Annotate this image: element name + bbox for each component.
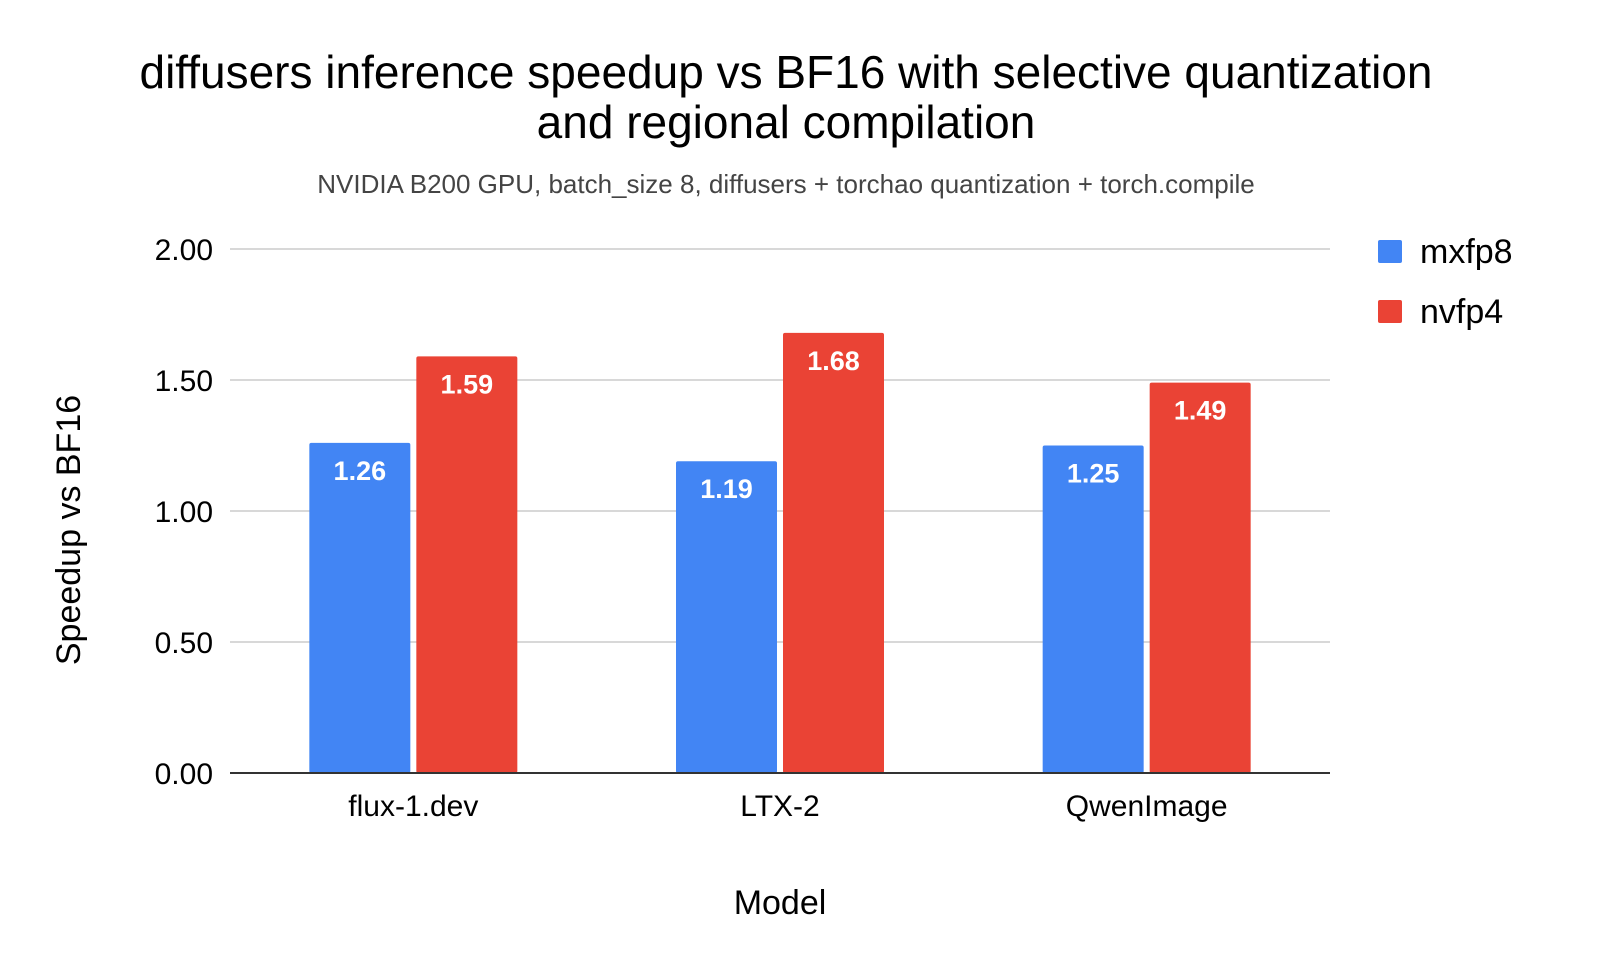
y-tick-label: 1.50 bbox=[155, 365, 213, 398]
y-axis-label: Speedup vs BF16 bbox=[50, 395, 88, 665]
chart-subtitle: NVIDIA B200 GPU, batch_size 8, diffusers… bbox=[317, 169, 1254, 199]
bar-mxfp8-LTX-2 bbox=[676, 461, 777, 773]
bar-nvfp4-LTX-2 bbox=[783, 332, 884, 773]
legend-swatch-mxfp8 bbox=[1378, 240, 1402, 263]
data-label: 1.19 bbox=[700, 474, 753, 504]
bar-mxfp8-flux-1.dev bbox=[309, 442, 411, 773]
y-axis-ticks: 0.00 0.50 1.00 1.50 2.00 bbox=[155, 234, 213, 791]
chart-title-line-1: diffusers inference speedup vs BF16 with… bbox=[139, 46, 1432, 98]
gridlines bbox=[230, 248, 1330, 643]
chart-title-line-2: and regional compilation bbox=[537, 96, 1036, 148]
y-tick-label: 2.00 bbox=[155, 234, 213, 267]
y-tick-label: 0.50 bbox=[155, 627, 213, 660]
data-label: 1.59 bbox=[441, 369, 494, 399]
y-tick-label: 0.00 bbox=[155, 758, 213, 791]
data-label: 1.25 bbox=[1067, 459, 1120, 489]
legend-swatch-nvfp4 bbox=[1378, 300, 1402, 323]
bar-nvfp4-flux-1.dev bbox=[416, 356, 518, 773]
bar-nvfp4-QwenImage bbox=[1149, 382, 1251, 773]
bars: 1.26 1.59 1.19 1.68 1.25 1.49 bbox=[309, 332, 1251, 773]
legend: mxfp8 nvfp4 bbox=[1378, 233, 1513, 331]
x-tick-label: QwenImage bbox=[1066, 790, 1228, 823]
data-label: 1.68 bbox=[807, 346, 860, 376]
x-tick-label: flux-1.dev bbox=[348, 790, 478, 823]
bar-mxfp8-QwenImage bbox=[1042, 445, 1144, 773]
data-label: 1.49 bbox=[1174, 396, 1227, 426]
legend-label: mxfp8 bbox=[1420, 233, 1513, 271]
legend-label: nvfp4 bbox=[1420, 293, 1503, 331]
x-axis-label: Model bbox=[734, 884, 827, 922]
y-tick-label: 1.00 bbox=[155, 496, 213, 529]
data-label: 1.26 bbox=[334, 456, 387, 486]
x-axis-ticks: flux-1.dev LTX-2 QwenImage bbox=[348, 790, 1227, 823]
x-tick-label: LTX-2 bbox=[740, 790, 819, 823]
